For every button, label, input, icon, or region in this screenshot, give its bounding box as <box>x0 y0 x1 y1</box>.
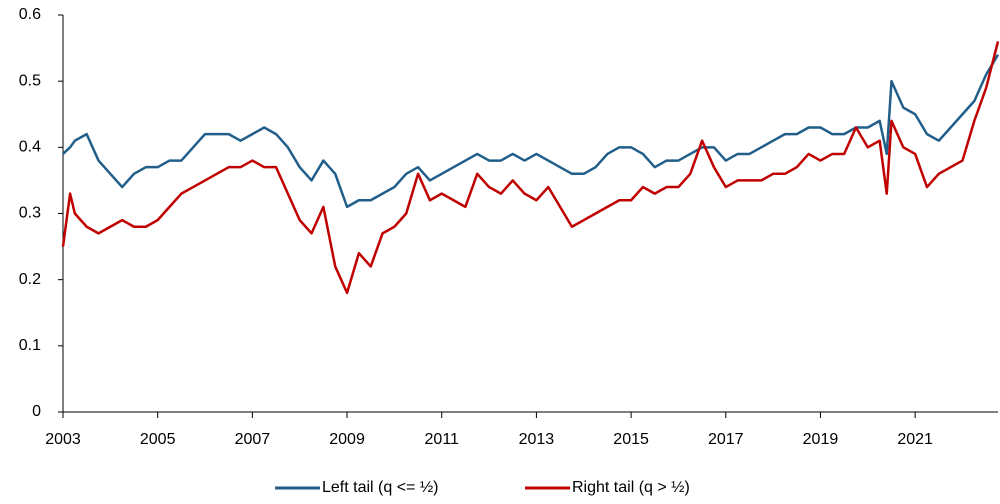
series-line <box>61 41 1000 295</box>
y-tick-label: 0.1 <box>19 337 41 354</box>
y-tick-label: 0.3 <box>19 205 41 222</box>
y-tick-label: 0 <box>32 403 41 420</box>
x-tick-label: 2021 <box>897 431 933 448</box>
x-tick-label: 2019 <box>803 431 839 448</box>
x-tick-label: 2013 <box>519 431 555 448</box>
y-tick-label: 0.5 <box>19 72 41 89</box>
legend-label: Left tail (q <= ½) <box>322 479 439 496</box>
x-tick-label: 2017 <box>708 431 744 448</box>
x-tick-label: 2005 <box>140 431 176 448</box>
y-tick-label: 0.2 <box>19 271 41 288</box>
legend-label: Right tail (q > ½) <box>572 479 690 496</box>
x-tick-label: 2015 <box>613 431 649 448</box>
x-tick-label: 2009 <box>329 431 365 448</box>
x-tick-label: 2011 <box>425 431 460 448</box>
x-tick-label: 2007 <box>235 431 271 448</box>
y-tick-label: 0.4 <box>19 139 41 156</box>
x-tick-label: 2003 <box>45 431 81 448</box>
y-tick-label: 0.6 <box>19 6 41 23</box>
series-line <box>62 54 1000 209</box>
